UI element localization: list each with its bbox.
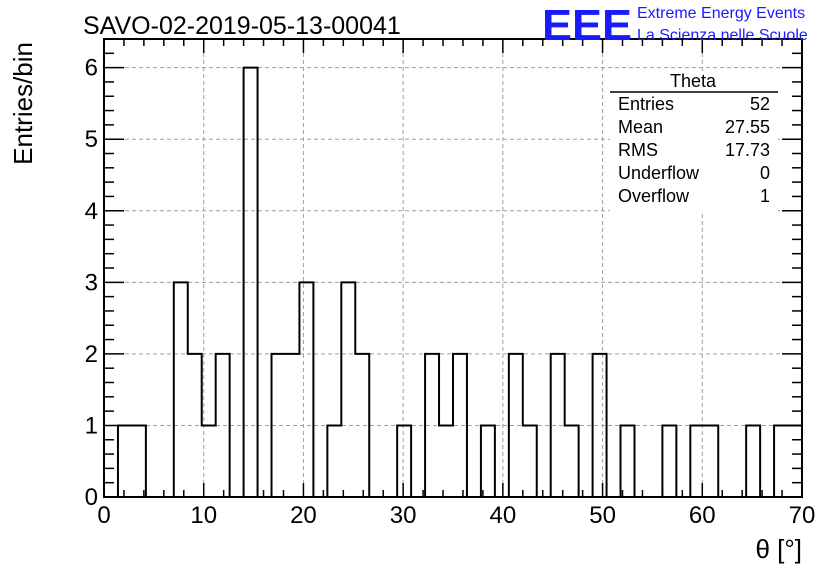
x-axis-label: θ [°] xyxy=(755,534,802,564)
stats-name: Theta xyxy=(670,71,717,91)
stats-row-value: 0 xyxy=(760,163,770,183)
y-tick-label: 4 xyxy=(85,198,98,225)
stats-row-label: Overflow xyxy=(618,186,690,206)
chart-title: SAVO-02-2019-05-13-00041 xyxy=(83,12,401,40)
x-tick-label: 60 xyxy=(689,502,716,529)
y-tick-label: 3 xyxy=(85,269,98,296)
axis-ticks xyxy=(103,38,803,498)
y-tick-label: 6 xyxy=(85,55,98,82)
logo-line-2: La Scienza nelle Scuole xyxy=(637,27,808,44)
stats-row-value: 27.55 xyxy=(725,117,770,137)
stats-row-label: Mean xyxy=(618,117,663,137)
logo-line-1: Extreme Energy Events xyxy=(637,5,805,22)
x-tick-label: 50 xyxy=(589,502,616,529)
y-tick-label: 2 xyxy=(85,341,98,368)
y-tick-label: 0 xyxy=(85,484,98,511)
y-axis-label: Entries/bin xyxy=(8,42,38,165)
stats-row-label: Entries xyxy=(618,94,674,114)
stats-box: Theta Entries 52 Mean 27.55 RMS 17.73 Underflo… xyxy=(610,71,778,212)
stats-row-label: RMS xyxy=(618,140,658,160)
eee-logo-icon: EEE xyxy=(542,1,632,50)
x-tick-label: 30 xyxy=(390,502,417,529)
x-tick-label: 40 xyxy=(490,502,517,529)
x-tick-label: 10 xyxy=(190,502,217,529)
stats-row-value: 52 xyxy=(750,94,770,114)
x-tick-label: 0 xyxy=(97,502,110,529)
stats-row-value: 17.73 xyxy=(725,140,770,160)
y-tick-label: 1 xyxy=(85,412,98,439)
stats-row-value: 1 xyxy=(760,186,770,206)
x-tick-label: 70 xyxy=(789,502,816,529)
x-tick-label: 20 xyxy=(290,502,317,529)
x-tick-labels: 0 10 20 30 40 50 60 70 xyxy=(97,502,815,529)
stats-row-label: Underflow xyxy=(618,163,700,183)
y-tick-labels: 0 1 2 3 4 5 6 xyxy=(85,55,98,511)
y-tick-label: 5 xyxy=(85,126,98,153)
